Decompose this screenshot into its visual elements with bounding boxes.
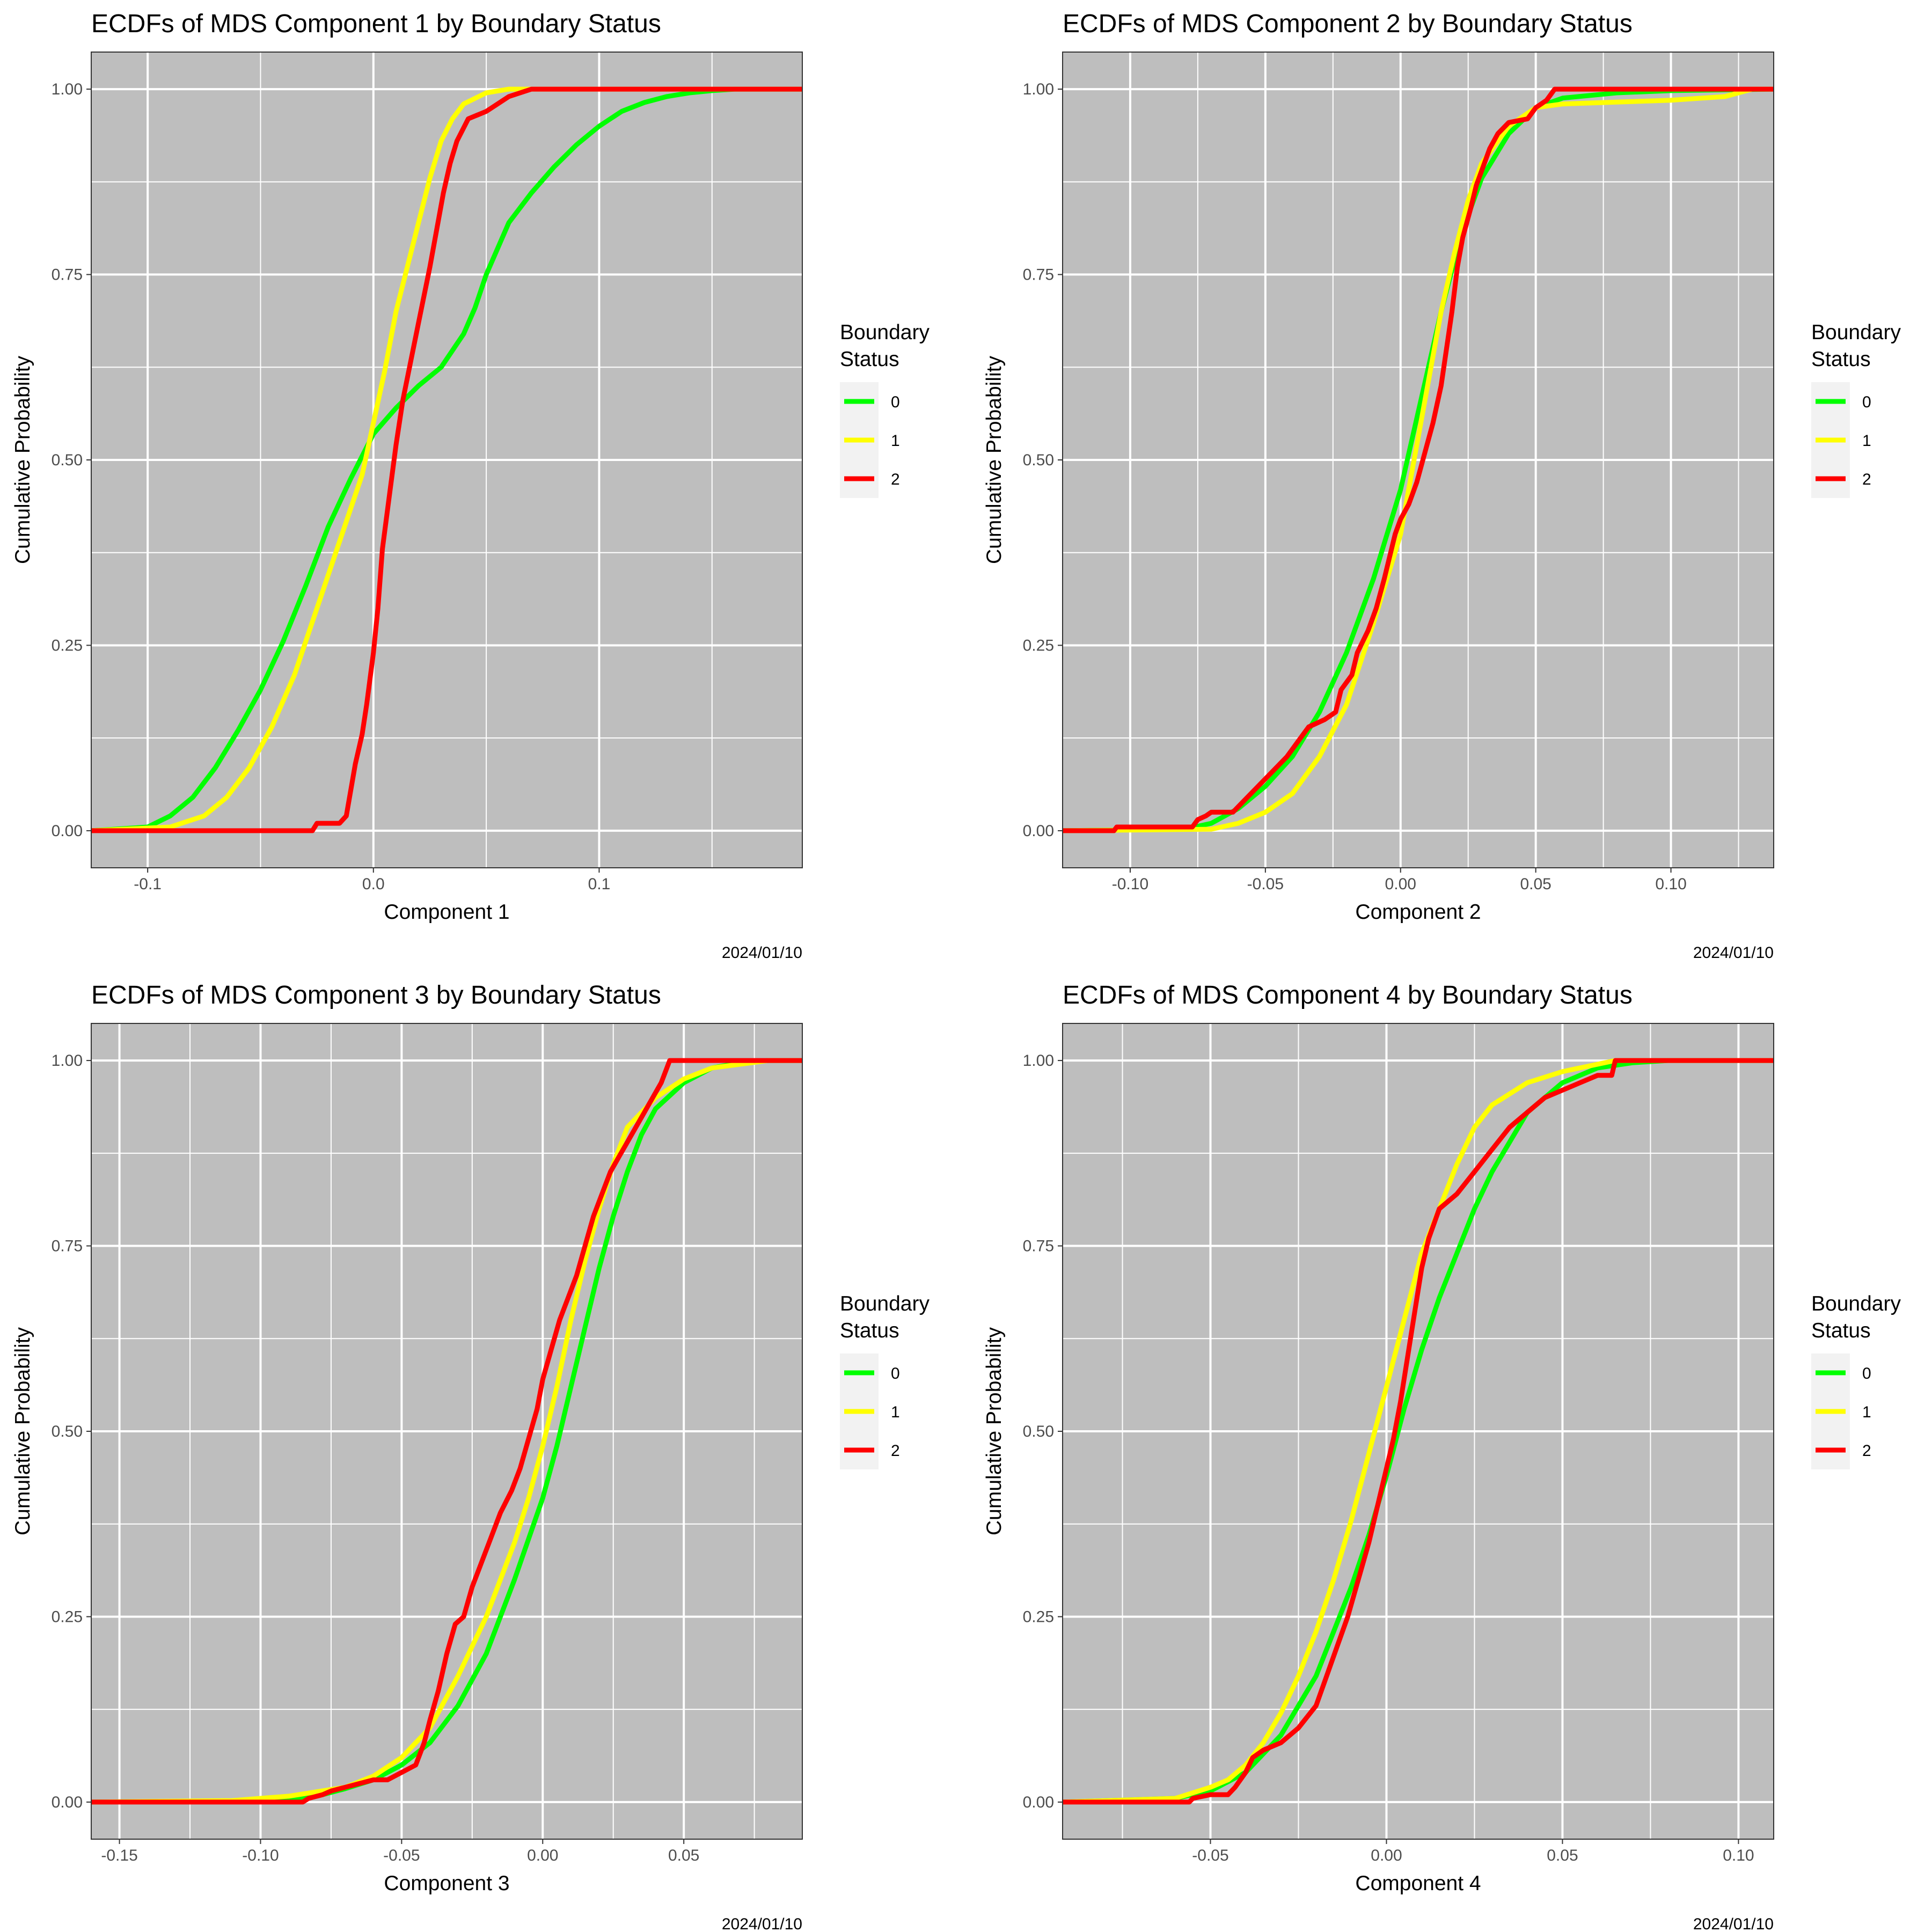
- legend-label: 0: [891, 393, 900, 411]
- x-tick-label: 0.05: [668, 1847, 699, 1864]
- legend: Boundary Status 0 1 2: [840, 1292, 930, 1469]
- y-tick-label: 1.00: [1023, 80, 1054, 98]
- chart-title: ECDFs of MDS Component 4 by Boundary Sta…: [1063, 981, 1633, 1009]
- x-tick-label: -0.05: [1247, 875, 1284, 893]
- x-tick-label: -0.10: [242, 1847, 279, 1864]
- legend-label: 2: [891, 471, 900, 488]
- x-tick-label: 0.05: [1547, 1847, 1578, 1864]
- y-tick-label: 0.50: [1023, 451, 1054, 469]
- legend: Boundary Status 0 1 2: [1811, 321, 1901, 498]
- y-tick-label: 0.75: [1023, 266, 1054, 284]
- legend-label: 0: [1862, 393, 1871, 411]
- x-axis-title: Component 4: [1355, 1872, 1481, 1895]
- plot-caption: 2024/01/10: [722, 944, 802, 962]
- plot-caption: 2024/01/10: [1693, 1915, 1774, 1932]
- x-tick-label: -0.10: [1112, 875, 1148, 893]
- y-tick-label: 0.50: [52, 1423, 83, 1440]
- series-line-1: [91, 1058, 802, 1805]
- plot-caption: 2024/01/10: [722, 1915, 802, 1932]
- series-line-1: [91, 86, 802, 833]
- chart-panel-2: -0.10 -0.05 0.00 0.05 0.10 0.00 0.25 0.50 0.75 1.…: [983, 10, 1901, 962]
- y-tick-label: 1.00: [1023, 1052, 1054, 1070]
- y-tick-label: 0.50: [1023, 1423, 1054, 1440]
- x-axis-title: Component 3: [384, 1872, 509, 1895]
- legend-label: 1: [1862, 1403, 1871, 1421]
- chart-title: ECDFs of MDS Component 2 by Boundary Sta…: [1063, 10, 1633, 38]
- y-tick-label: 0.00: [1023, 1794, 1054, 1811]
- y-tick-label: 1.00: [52, 1052, 83, 1070]
- legend-label: 1: [891, 432, 900, 450]
- y-tick-label: 0.75: [52, 1238, 83, 1255]
- chart-title: ECDFs of MDS Component 3 by Boundary Sta…: [91, 981, 661, 1009]
- series-line-2: [1063, 86, 1774, 833]
- legend: Boundary Status 0 1 2: [840, 321, 930, 498]
- legend-title: Boundary: [1811, 1292, 1901, 1315]
- legend: Boundary Status 0 1 2: [1811, 1292, 1901, 1469]
- y-tick-label: 0.75: [1023, 1238, 1054, 1255]
- x-tick-label: 0.1: [588, 875, 611, 893]
- plot-border: [91, 1023, 803, 1840]
- x-tick-label: -0.1: [134, 875, 162, 893]
- x-tick-label: 0.0: [362, 875, 385, 893]
- y-tick-label: 0.75: [52, 266, 83, 284]
- legend-title: Boundary: [840, 1292, 930, 1315]
- legend-title: Boundary: [840, 321, 930, 344]
- y-tick-label: 0.25: [1023, 636, 1054, 654]
- x-axis-title: Component 2: [1355, 901, 1481, 924]
- chart-panel-4: -0.05 0.00 0.05 0.10 0.00 0.25 0.50 0.75 1.00 ECD…: [983, 981, 1901, 1932]
- x-tick-label: 0.10: [1655, 875, 1686, 893]
- series-line-1: [1063, 86, 1774, 833]
- legend-title: Status: [840, 1319, 899, 1342]
- y-axis-title: Cumulative Probability: [983, 1327, 1006, 1536]
- series-line-2: [1063, 1058, 1774, 1805]
- legend-label: 0: [891, 1365, 900, 1382]
- y-tick-label: 0.50: [52, 451, 83, 469]
- legend-label: 2: [1862, 1442, 1871, 1460]
- legend-title: Status: [1811, 348, 1871, 371]
- x-tick-label: 0.00: [1385, 875, 1416, 893]
- y-tick-label: 0.25: [52, 636, 83, 654]
- chart-panel-3: -0.15 -0.10 -0.05 0.00 0.05 0.00 0.25 0.50 0.75 1…: [11, 981, 930, 1932]
- x-tick-label: -0.15: [101, 1847, 137, 1864]
- y-tick-label: 0.25: [52, 1608, 83, 1626]
- y-axis-title: Cumulative Probability: [11, 356, 34, 565]
- chart-panel-1: -0.1 0.0 0.1 0.00 0.25 0.50 0.75 1.00 ECDFs of M…: [11, 10, 930, 962]
- series-line-2: [91, 1058, 802, 1805]
- plot-border: [91, 52, 803, 868]
- y-tick-label: 0.00: [52, 822, 83, 840]
- y-tick-label: 0.25: [1023, 1608, 1054, 1626]
- y-tick-label: 0.00: [52, 1794, 83, 1811]
- legend-label: 1: [1862, 432, 1871, 450]
- y-tick-label: 0.00: [1023, 822, 1054, 840]
- x-tick-label: 0.00: [527, 1847, 558, 1864]
- y-axis-title: Cumulative Probability: [983, 356, 1006, 565]
- series-line-2: [91, 86, 802, 833]
- y-axis-title: Cumulative Probability: [11, 1327, 34, 1536]
- legend-label: 0: [1862, 1365, 1871, 1382]
- legend-label: 2: [1862, 471, 1871, 488]
- legend-title: Status: [1811, 1319, 1871, 1342]
- series-line-0: [1063, 86, 1774, 833]
- legend-label: 1: [891, 1403, 900, 1421]
- series-line-1: [1063, 1058, 1774, 1805]
- plot-border: [1062, 52, 1774, 868]
- chart-title: ECDFs of MDS Component 1 by Boundary Sta…: [91, 10, 661, 38]
- legend-label: 2: [891, 1442, 900, 1460]
- x-tick-label: -0.05: [1192, 1847, 1228, 1864]
- x-tick-label: -0.05: [383, 1847, 420, 1864]
- legend-title: Status: [840, 348, 899, 371]
- plot-caption: 2024/01/10: [1693, 944, 1774, 962]
- plot-border: [1062, 1023, 1774, 1840]
- series-line-0: [91, 86, 802, 833]
- x-tick-label: 0.00: [1371, 1847, 1402, 1864]
- x-tick-label: 0.10: [1723, 1847, 1754, 1864]
- x-axis-title: Component 1: [384, 901, 509, 924]
- x-tick-label: 0.05: [1520, 875, 1551, 893]
- legend-title: Boundary: [1811, 321, 1901, 344]
- y-tick-label: 1.00: [52, 80, 83, 98]
